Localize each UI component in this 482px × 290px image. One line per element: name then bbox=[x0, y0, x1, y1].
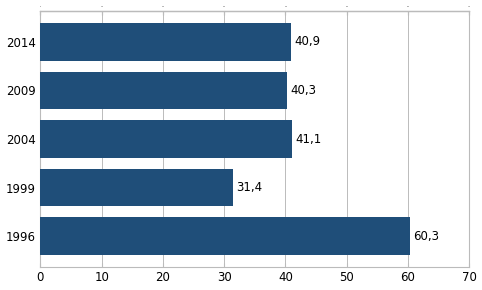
Bar bbox=[40, 120, 292, 158]
Bar bbox=[40, 23, 291, 61]
Bar bbox=[40, 217, 410, 255]
Bar bbox=[40, 72, 287, 109]
Text: 60,3: 60,3 bbox=[413, 230, 439, 242]
Text: 40,9: 40,9 bbox=[294, 35, 320, 48]
Text: 40,3: 40,3 bbox=[290, 84, 316, 97]
Bar bbox=[40, 168, 233, 206]
Text: 41,1: 41,1 bbox=[295, 133, 321, 146]
Text: 31,4: 31,4 bbox=[236, 181, 262, 194]
